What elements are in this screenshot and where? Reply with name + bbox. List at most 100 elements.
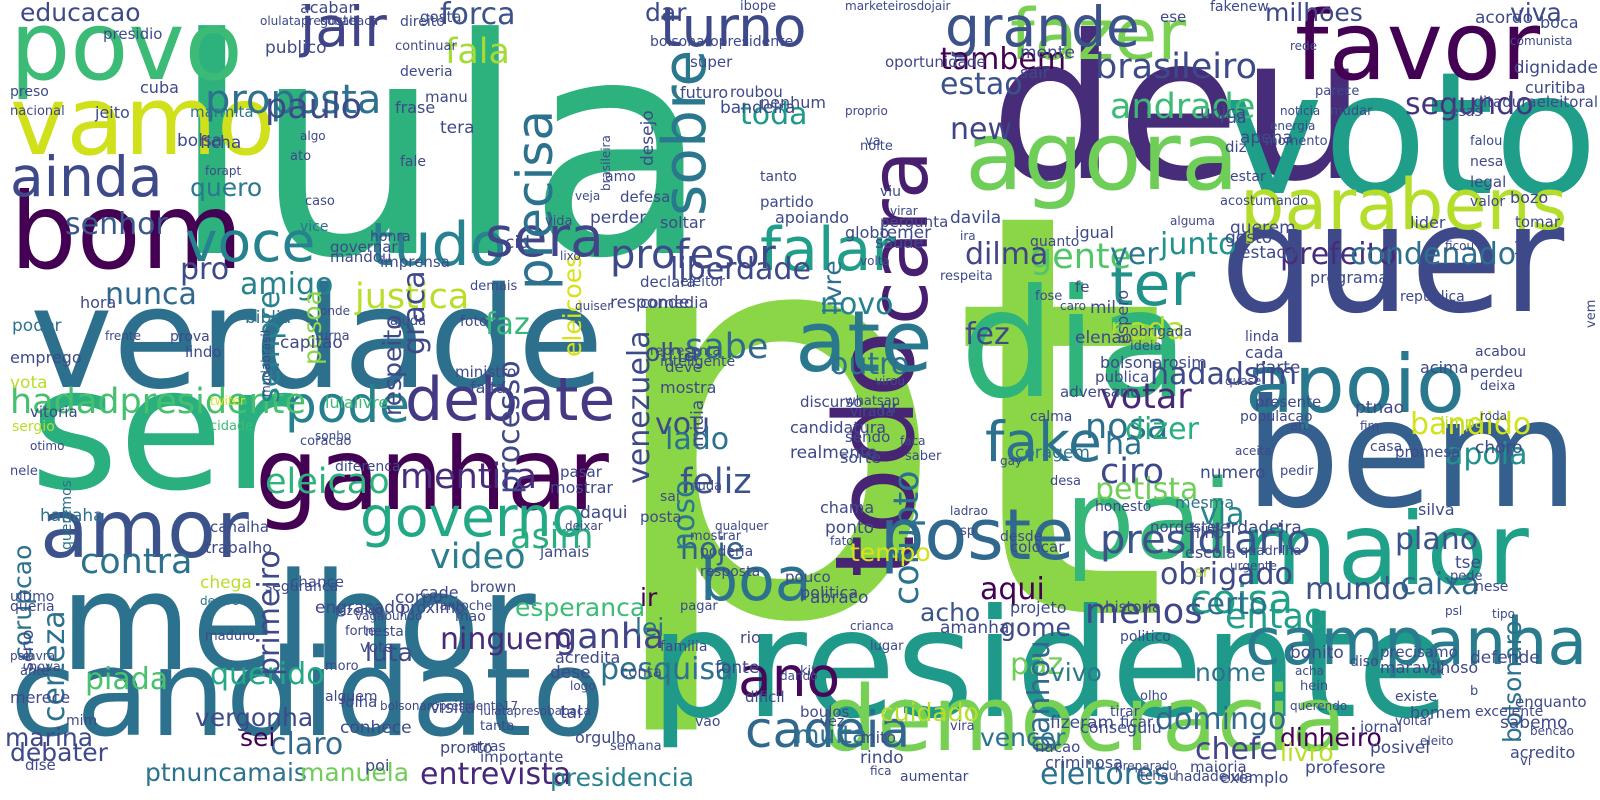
word-direito: direito [400,14,445,30]
word-apoia: apoia [1445,437,1528,472]
word-tipo: tipo [1492,607,1515,621]
word-demais: demais [470,279,518,294]
word-familia: familia [660,639,708,655]
word-muda: muda [685,479,723,494]
word-poder: poder [12,316,62,336]
word-mudar: mudar [1330,104,1373,119]
word-amanha: amanha [940,618,1010,638]
word-deve: deve [665,358,702,376]
word-dizer: dizer [1125,412,1199,447]
word-precisa: precisa [506,109,564,290]
word-ficar: ficar [1120,713,1154,731]
word-fonte: fonte [715,658,760,678]
word-ditaduraeleitoral: ditaduraeleitoral [1473,93,1598,111]
word-vida: vida [545,214,573,229]
word-preparado: preparado [1115,759,1177,773]
word-frase: frase [395,98,436,117]
word-viu: viu [880,184,902,200]
word-governo: governo [360,485,586,549]
word-tal: tal [560,703,582,723]
word-posta: posta [640,508,682,526]
word-debater: debater [10,738,108,767]
word-petista: petista [1095,472,1199,507]
word-visita: visita [430,698,476,718]
word-hadadpresidente: hadadpresidente [10,382,307,422]
word-mostrar: mostrar [690,529,742,544]
word-acabou: acabou [1475,344,1527,360]
word-sergio: sergio [12,419,55,435]
word-palavra: palavra [10,649,56,663]
word-exemplo: exemplo [1220,768,1289,787]
word-melhor: melhor [60,544,536,701]
word-obrigada: obrigada [1130,324,1193,340]
word-ladrao: ladrao [950,504,988,518]
word-semana: semana [610,739,662,754]
word-otimo: otimo [30,439,65,453]
word-ptnao: ptnao [1355,398,1405,418]
word-cuba: cuba [140,78,179,97]
word-comedia: comedia [640,293,709,312]
word-mil: mil [1090,298,1117,318]
word-brown: brown [470,578,517,596]
word-manu: manu [425,88,468,106]
word-acostumando: acostumando [1220,194,1309,209]
word-defesa: defesa [620,188,671,206]
word-pesoa: pesoa [298,290,327,365]
word-ganhar: ganhar [255,416,609,533]
word-favor: favor [1295,0,1541,102]
word-futuro: futuro [680,83,729,102]
word-candidato: candidato [10,625,606,764]
word-gosto: gosto [1225,228,1273,248]
word-dese: dese [550,663,591,683]
word-honra: honra [370,229,411,245]
word-hora: hora [80,293,117,312]
word-valor: valor [1470,194,1506,210]
word-marina: marina [5,723,94,752]
word-votar: votar [1100,377,1192,417]
word-cada: cada [1245,343,1284,362]
word-urgente: urgente [1230,559,1278,573]
word-ministro: ministro [455,363,517,381]
word-rede: rede [1290,39,1318,53]
word-estao: estao [940,67,1023,102]
word-paz: paz [1010,647,1064,682]
word-dando: dando [780,669,818,683]
word-seguranca: seguranca [265,579,339,595]
word-querido: querido [210,657,325,692]
word-alguma: alguma [1170,214,1215,228]
word-domingo: domingo [1155,702,1287,737]
word-pedir: pedir [1280,464,1314,479]
word-virou: virou [875,374,906,388]
word-nenhum: nenhum [760,93,826,112]
word-espero: espero [1113,289,1132,344]
word-ha: ha [1105,427,1143,462]
word-trabalho: trabalho [205,538,272,557]
word-vagabundo: vagabundo [355,609,423,623]
word-folha: folha [340,693,378,711]
word-lulatapresobabaca: lulatapresobabaca [480,704,591,718]
word-grande: grande [945,0,1140,59]
word-imprensa: imprensa [380,253,450,271]
word-ato: ato [290,149,312,164]
word-numero: numero [1200,463,1266,483]
word-video: video [430,537,526,577]
word-desa: desa [1050,474,1081,489]
word-povo: povo [10,0,243,102]
word-sonho: sonho [315,429,352,443]
word-mandou: mandou [330,248,392,266]
word-tchau: tchau [1140,769,1177,784]
word-lulalivre: lulalivre [325,393,389,412]
word-noite: noite [860,139,893,154]
word-casa: casa [1370,439,1403,455]
word-mentira: mentira [400,457,538,497]
word-mostra: mostra [660,378,717,397]
word-falar: falar [760,215,896,285]
word-apena: apena [1240,128,1293,148]
word-ver: ver [1110,237,1159,272]
word-new: new [950,112,1013,147]
word-twiter: twiter [210,394,245,408]
word-ninguem: ninguem [440,622,573,657]
word-logo: logo [570,679,596,693]
word-verdade: verdade [30,258,604,421]
word-claro: claro [270,727,344,762]
